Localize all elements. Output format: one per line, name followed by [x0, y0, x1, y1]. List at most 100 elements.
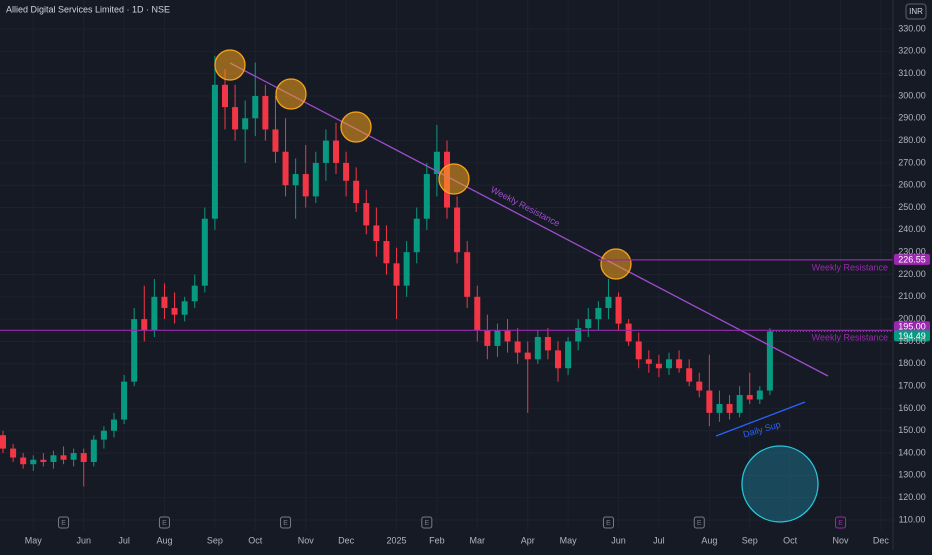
candle-body [90, 439, 97, 462]
candle-body [50, 455, 57, 462]
event-label: E [61, 520, 66, 527]
candle-body [696, 381, 703, 391]
candle-body [544, 336, 551, 351]
x-tick-label: Oct [248, 535, 263, 545]
candle-body [403, 252, 410, 286]
x-tick-label: 2025 [387, 535, 407, 545]
y-tick-label: 160.00 [898, 403, 926, 413]
level-tag-label: 226.55 [898, 254, 926, 264]
y-tick-label: 220.00 [898, 269, 926, 279]
y-tick-label: 230.00 [898, 247, 926, 257]
candle-body [302, 174, 309, 197]
candle-body [746, 395, 753, 400]
y-tick-label: 150.00 [898, 425, 926, 435]
highlight-circle [275, 78, 307, 110]
candle-body [615, 296, 622, 324]
level-text: Weekly Resistance [812, 262, 888, 272]
x-tick-label: Jun [76, 535, 91, 545]
event-marker [602, 516, 614, 529]
event-label: E [838, 520, 843, 527]
y-tick-label: 210.00 [898, 291, 926, 301]
x-tick-label: Sep [742, 535, 758, 545]
chart-title: Allied Digital Services Limited · 1D · N… [6, 4, 170, 14]
currency: INR [909, 7, 923, 16]
candle-body [585, 319, 592, 329]
candle-body [282, 151, 289, 186]
candle-body [292, 174, 299, 186]
x-tick-label: May [25, 535, 43, 545]
candle-body [393, 263, 400, 286]
x-tick-label: Jul [118, 535, 130, 545]
candle-body [464, 252, 471, 297]
event-marker [158, 516, 170, 529]
y-tick-label: 200.00 [898, 314, 926, 324]
highlight-circles [214, 49, 632, 280]
candle-body [272, 129, 279, 152]
candle-body [474, 296, 481, 331]
candle-body [666, 359, 672, 369]
candle-body [726, 403, 733, 413]
candle-body [161, 296, 168, 308]
x-tick-label: Apr [521, 535, 535, 545]
y-tick-label: 310.00 [898, 68, 926, 78]
candle-body [645, 359, 652, 364]
last-price-tag [894, 330, 930, 342]
last-price-label: 194.49 [898, 331, 926, 341]
y-tick-label: 290.00 [898, 113, 926, 123]
y-tick-label: 280.00 [898, 135, 926, 145]
x-tick-label: Nov [833, 535, 850, 545]
candle-body [242, 118, 249, 130]
candle-body [100, 430, 107, 440]
y-tick-label: 260.00 [898, 180, 926, 190]
candle-body [413, 218, 420, 253]
candle-body [504, 330, 511, 342]
candle-body [211, 84, 218, 219]
candle-body [555, 350, 561, 369]
candle-body [756, 390, 763, 400]
candle-body [565, 341, 572, 369]
x-tick-label: Aug [156, 535, 172, 545]
candle-body [111, 419, 117, 431]
candle-body [595, 307, 602, 320]
event-label: E [283, 520, 288, 527]
candle-body [353, 180, 360, 204]
candle-body [181, 301, 188, 315]
y-tick-label: 240.00 [898, 224, 926, 234]
candle-body [676, 359, 683, 369]
candle-body [736, 395, 743, 413]
candle-body [333, 140, 339, 163]
candle-body [252, 95, 259, 119]
candle-body [0, 435, 6, 449]
event-marker [421, 516, 433, 529]
y-tick-label: 110.00 [899, 514, 926, 524]
level-tag-label: 195.00 [898, 322, 926, 332]
event-marker [693, 516, 705, 529]
candle-body [706, 390, 713, 413]
candle-body [70, 453, 77, 460]
y-tick-label: 270.00 [898, 157, 926, 167]
x-tick-label: Mar [470, 535, 486, 545]
y-tick-label: 250.00 [898, 202, 926, 212]
level-tag [894, 321, 930, 333]
candle-body [423, 174, 430, 219]
candle-body [383, 241, 390, 264]
highlight-circle [438, 163, 470, 195]
candle-body [121, 381, 128, 420]
currency-box [905, 3, 927, 20]
candle-body [232, 107, 239, 130]
candle-body [534, 336, 541, 360]
x-tick-label: Jun [611, 535, 626, 545]
candle-body [131, 319, 138, 382]
candle-body [373, 225, 380, 242]
candle-body [30, 459, 37, 465]
event-label: E [697, 520, 702, 527]
x-tick-label: Sep [207, 535, 223, 545]
candle-body [766, 331, 773, 391]
y-tick-label: 190.00 [898, 336, 926, 346]
candle-body [312, 162, 319, 197]
candle-body [635, 341, 642, 360]
candle-body [363, 203, 370, 226]
candle-body [201, 218, 208, 286]
